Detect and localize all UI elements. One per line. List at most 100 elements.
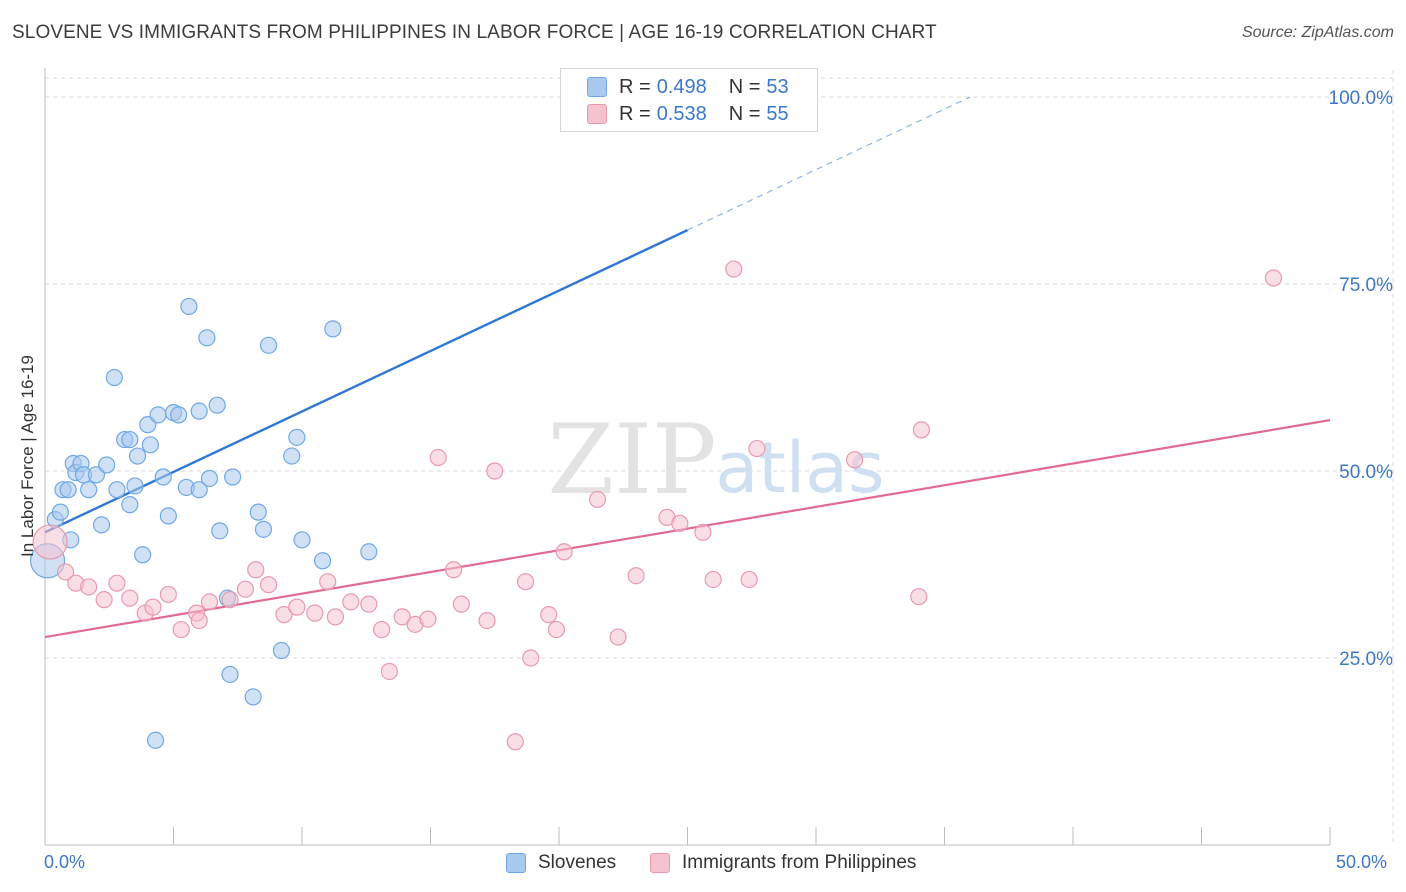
legend-swatch-slovenes <box>506 853 526 873</box>
data-point-slovenes <box>190 481 208 499</box>
data-point-slovenes <box>360 543 378 561</box>
data-point-philippines <box>319 573 337 591</box>
legend-n-label: N = <box>728 75 761 98</box>
data-point-philippines <box>373 620 391 639</box>
data-point-slovenes <box>105 368 123 387</box>
correlation-legend: R = 0.498 N = 53 R = 0.538 N = 55 <box>560 68 818 132</box>
data-point-slovenes <box>208 396 226 414</box>
data-point-slovenes <box>128 447 147 465</box>
legend-r-value: 0.498 <box>656 75 707 98</box>
data-point-philippines <box>360 595 378 613</box>
chart-title: SLOVENE VS IMMIGRANTS FROM PHILIPPINES I… <box>12 22 937 43</box>
data-point-philippines <box>259 576 278 594</box>
data-point-slovenes <box>121 496 139 514</box>
data-point-philippines <box>555 543 573 561</box>
axes <box>44 68 1331 846</box>
data-point-slovenes <box>80 481 98 499</box>
data-point-philippines <box>306 604 324 622</box>
data-point-philippines <box>725 260 743 278</box>
data-point-philippines <box>275 606 293 624</box>
data-point-slovenes <box>146 731 165 749</box>
data-point-philippines <box>80 578 98 596</box>
legend-r-label: R = <box>619 75 651 98</box>
data-point-slovenes <box>313 552 332 570</box>
data-point-slovenes <box>283 447 301 465</box>
legend-n-value: 53 <box>766 75 789 98</box>
data-point-philippines <box>419 610 437 628</box>
legend-item-philippines[interactable]: Immigrants from Philippines <box>650 852 916 874</box>
legend-swatch-blue <box>587 77 607 97</box>
data-point-slovenes <box>59 481 77 499</box>
data-point-philippines <box>393 608 411 626</box>
trend-line-slovenes <box>44 229 689 534</box>
legend-swatch-pink <box>587 104 607 124</box>
data-point-philippines <box>516 573 535 591</box>
data-point-slovenes <box>259 336 278 354</box>
data-points <box>29 86 1283 751</box>
data-point-philippines <box>288 598 306 616</box>
data-point-slovenes <box>98 456 116 474</box>
data-point-slovenes <box>51 503 70 521</box>
data-point-slovenes <box>200 469 219 488</box>
data-point-philippines <box>748 439 766 458</box>
data-point-slovenes <box>211 522 229 540</box>
data-point-philippines <box>740 570 758 589</box>
data-point-slovenes <box>180 297 198 316</box>
data-point-philippines <box>221 591 239 609</box>
data-point-philippines <box>1264 269 1283 287</box>
legend-row-philippines: R = 0.538 N = 55 <box>561 101 789 127</box>
source-label: Source: ZipAtlas.com <box>1241 24 1394 41</box>
y-tick-label: 25.0% <box>1339 649 1393 670</box>
data-point-philippines <box>445 561 463 579</box>
data-point-slovenes <box>126 477 144 495</box>
data-point-philippines <box>326 608 345 626</box>
data-point-philippines <box>172 620 190 639</box>
data-point-philippines <box>452 595 470 613</box>
data-point-philippines <box>671 514 689 532</box>
data-point-slovenes <box>288 428 306 446</box>
legend-row-slovenes: R = 0.498 N = 53 <box>561 74 789 100</box>
data-point-slovenes <box>249 503 267 521</box>
data-point-philippines <box>380 662 398 681</box>
data-point-philippines <box>486 462 504 480</box>
data-point-philippines <box>159 585 177 604</box>
data-point-slovenes <box>198 329 216 347</box>
data-point-slovenes <box>221 665 239 684</box>
data-point-philippines <box>429 448 447 467</box>
data-point-philippines <box>200 593 219 611</box>
data-point-slovenes <box>134 546 152 564</box>
gridlines <box>45 70 1394 845</box>
data-point-philippines <box>190 611 208 630</box>
series-legend: Slovenes Immigrants from Philippines <box>0 852 1406 878</box>
data-point-slovenes <box>244 688 262 706</box>
data-point-slovenes <box>149 406 167 424</box>
data-point-philippines <box>588 490 607 509</box>
data-point-philippines <box>910 588 928 606</box>
legend-r-label: R = <box>619 102 651 125</box>
data-point-philippines <box>506 733 524 751</box>
data-point-slovenes <box>108 481 126 499</box>
data-point-philippines <box>108 574 126 592</box>
legend-n-value: 55 <box>766 102 789 125</box>
y-tick-label: 50.0% <box>1339 462 1393 483</box>
y-axis-label: In Labor Force | Age 16-19 <box>18 355 37 557</box>
data-point-philippines <box>95 591 113 609</box>
data-point-philippines <box>694 523 712 541</box>
trend-line-slovenes-extension <box>687 96 971 231</box>
data-point-slovenes <box>324 320 342 338</box>
data-point-slovenes <box>254 520 273 538</box>
data-point-philippines <box>609 628 627 646</box>
data-point-philippines <box>627 567 645 585</box>
data-point-philippines <box>540 606 558 624</box>
data-point-philippines <box>547 620 566 639</box>
watermark-zip: ZIP <box>547 404 716 516</box>
data-point-philippines <box>342 593 360 611</box>
x-tick-label-min: 0.0% <box>44 852 86 872</box>
data-point-slovenes <box>293 531 311 549</box>
data-point-philippines <box>56 563 75 581</box>
data-point-slovenes <box>190 402 208 420</box>
legend-n-label: N = <box>728 102 761 125</box>
legend-item-slovenes[interactable]: Slovenes <box>506 852 616 874</box>
data-point-slovenes <box>154 468 172 486</box>
